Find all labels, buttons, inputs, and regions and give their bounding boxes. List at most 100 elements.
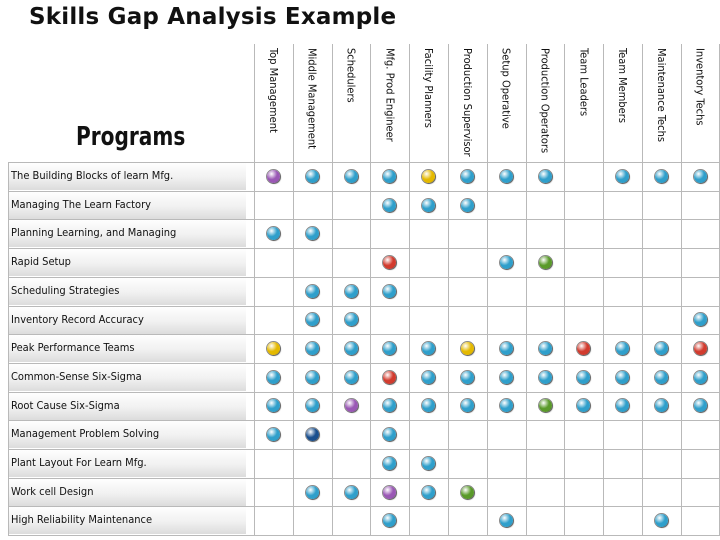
skill-dot-blue [266, 370, 280, 384]
grid-line [8, 306, 720, 307]
skill-dot-blue [499, 370, 513, 384]
program-label: Managing The Learn Factory [8, 190, 246, 219]
grid-line [8, 478, 720, 479]
grid-line [603, 44, 604, 536]
skill-dot-yellow [460, 342, 474, 356]
page-title: Skills Gap Analysis Example [29, 4, 397, 30]
skill-dot-blue [693, 169, 707, 183]
column-header-label: Team Members [616, 48, 630, 123]
column-header: Production Operators [526, 44, 565, 162]
column-header: Team Members [603, 44, 642, 162]
skill-dot-blue [383, 428, 397, 442]
skill-dot-blue [266, 227, 280, 241]
skill-dot-green [538, 255, 552, 269]
column-header: Facility Planners [409, 44, 448, 162]
skill-dot-blue [383, 284, 397, 298]
skill-dot-blue [305, 485, 319, 499]
skill-dot-blue [305, 370, 319, 384]
skill-dot-blue [305, 227, 319, 241]
skill-dot-blue [538, 169, 552, 183]
grid-line [8, 334, 720, 335]
skill-dot-blue [499, 399, 513, 413]
grid-line [8, 363, 720, 364]
skill-dot-navy [305, 428, 319, 442]
skill-dot-blue [266, 428, 280, 442]
grid-line [8, 392, 720, 393]
skill-dot-blue [305, 169, 319, 183]
program-label: Planning Learning, and Managing [8, 219, 246, 248]
grid-line [8, 277, 720, 278]
skill-dot-blue [499, 514, 513, 528]
column-header-label: Production Supervisor [460, 48, 474, 157]
table-row: Planning Learning, and Managing [8, 219, 720, 248]
skill-dot-blue [577, 370, 591, 384]
skill-dot-yellow [422, 169, 436, 183]
grid-line [332, 44, 333, 536]
column-header: Top Management [254, 44, 293, 162]
column-header: Team Leaders [564, 44, 603, 162]
grid-line [8, 535, 720, 536]
skill-dot-blue [538, 370, 552, 384]
skill-dot-blue [305, 342, 319, 356]
grid-line [370, 44, 371, 536]
grid-line [564, 44, 565, 536]
skill-dot-blue [344, 370, 358, 384]
column-header-label: Team Leaders [577, 48, 591, 117]
skill-dot-red [693, 342, 707, 356]
skill-dot-green [460, 485, 474, 499]
grid-line [8, 162, 9, 536]
column-header-label: Inventory Techs [693, 48, 707, 126]
program-label: Plant Layout For Learn Mfg. [8, 449, 246, 477]
skill-dot-yellow [266, 342, 280, 356]
table-row: Peak Performance Teams [8, 334, 720, 363]
skill-dot-blue [460, 370, 474, 384]
table-row: Work cell Design [8, 477, 720, 506]
skill-dot-blue [383, 342, 397, 356]
program-label: Peak Performance Teams [8, 334, 246, 363]
skill-dot-blue [654, 399, 668, 413]
column-header-label: Schedulers [344, 48, 358, 103]
skill-dot-blue [422, 456, 436, 470]
skill-dot-blue [693, 370, 707, 384]
skill-dot-red [577, 342, 591, 356]
grid-line [293, 44, 294, 536]
skill-dot-blue [383, 169, 397, 183]
skill-dot-blue [422, 485, 436, 499]
skill-dot-blue [577, 399, 591, 413]
table-row: Management Problem Solving [8, 420, 720, 449]
column-header-label: Mfg. Prod Engineer [383, 48, 397, 142]
skill-dot-purple [266, 169, 280, 183]
skill-dot-blue [344, 342, 358, 356]
column-header-label: Production Operators [538, 48, 552, 154]
skill-dot-blue [422, 342, 436, 356]
programs-header: Programs [76, 122, 186, 152]
program-label: Root Cause Six-Sigma [8, 391, 246, 420]
program-label: Rapid Setup [8, 248, 246, 277]
grid-line [448, 44, 449, 536]
skill-dot-blue [616, 169, 630, 183]
column-header: Setup Operative [487, 44, 526, 162]
table-row: High Reliability Maintenance [8, 506, 720, 535]
skill-dot-blue [460, 169, 474, 183]
program-label: Common-Sense Six-Sigma [8, 362, 246, 391]
grid-line [8, 219, 720, 220]
column-header-label: Maintenance Techs [654, 48, 668, 143]
skill-dot-blue [344, 313, 358, 327]
skill-dot-blue [383, 198, 397, 212]
skill-dot-blue [693, 399, 707, 413]
program-label: High Reliability Maintenance [8, 506, 246, 535]
grid-line [8, 420, 720, 421]
grid-line [254, 44, 255, 536]
table-row: Managing The Learn Factory [8, 190, 720, 219]
skill-dot-blue [460, 198, 474, 212]
column-header-label: Middle Management [305, 48, 319, 150]
skill-dot-blue [266, 399, 280, 413]
program-label: Work cell Design [8, 477, 246, 506]
program-label: Management Problem Solving [8, 420, 246, 449]
grid-line [8, 506, 720, 507]
skill-dot-purple [344, 399, 358, 413]
skill-dot-blue [538, 342, 552, 356]
column-header-label: Top Management [266, 48, 280, 133]
skill-dot-blue [305, 313, 319, 327]
